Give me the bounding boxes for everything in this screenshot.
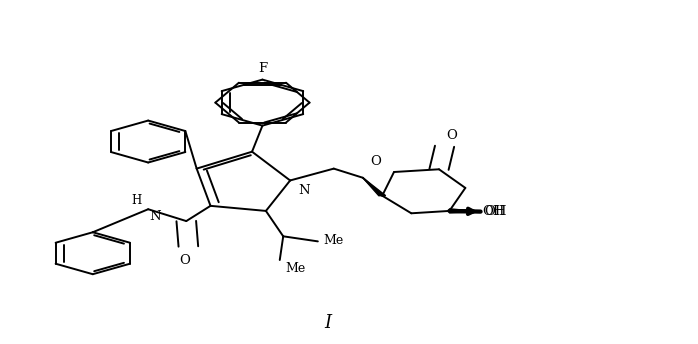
- Text: H: H: [131, 194, 141, 206]
- Text: O: O: [179, 254, 191, 267]
- Text: Me: Me: [323, 234, 343, 247]
- Text: F: F: [258, 62, 267, 75]
- Text: Me: Me: [285, 262, 306, 275]
- Polygon shape: [450, 209, 480, 213]
- Text: N: N: [299, 184, 310, 197]
- Polygon shape: [363, 178, 386, 196]
- Text: O: O: [371, 155, 382, 168]
- Text: OH: OH: [482, 205, 505, 218]
- Text: OH: OH: [484, 205, 507, 218]
- Text: I: I: [325, 314, 332, 332]
- Text: N: N: [149, 210, 161, 223]
- Text: O: O: [447, 129, 457, 142]
